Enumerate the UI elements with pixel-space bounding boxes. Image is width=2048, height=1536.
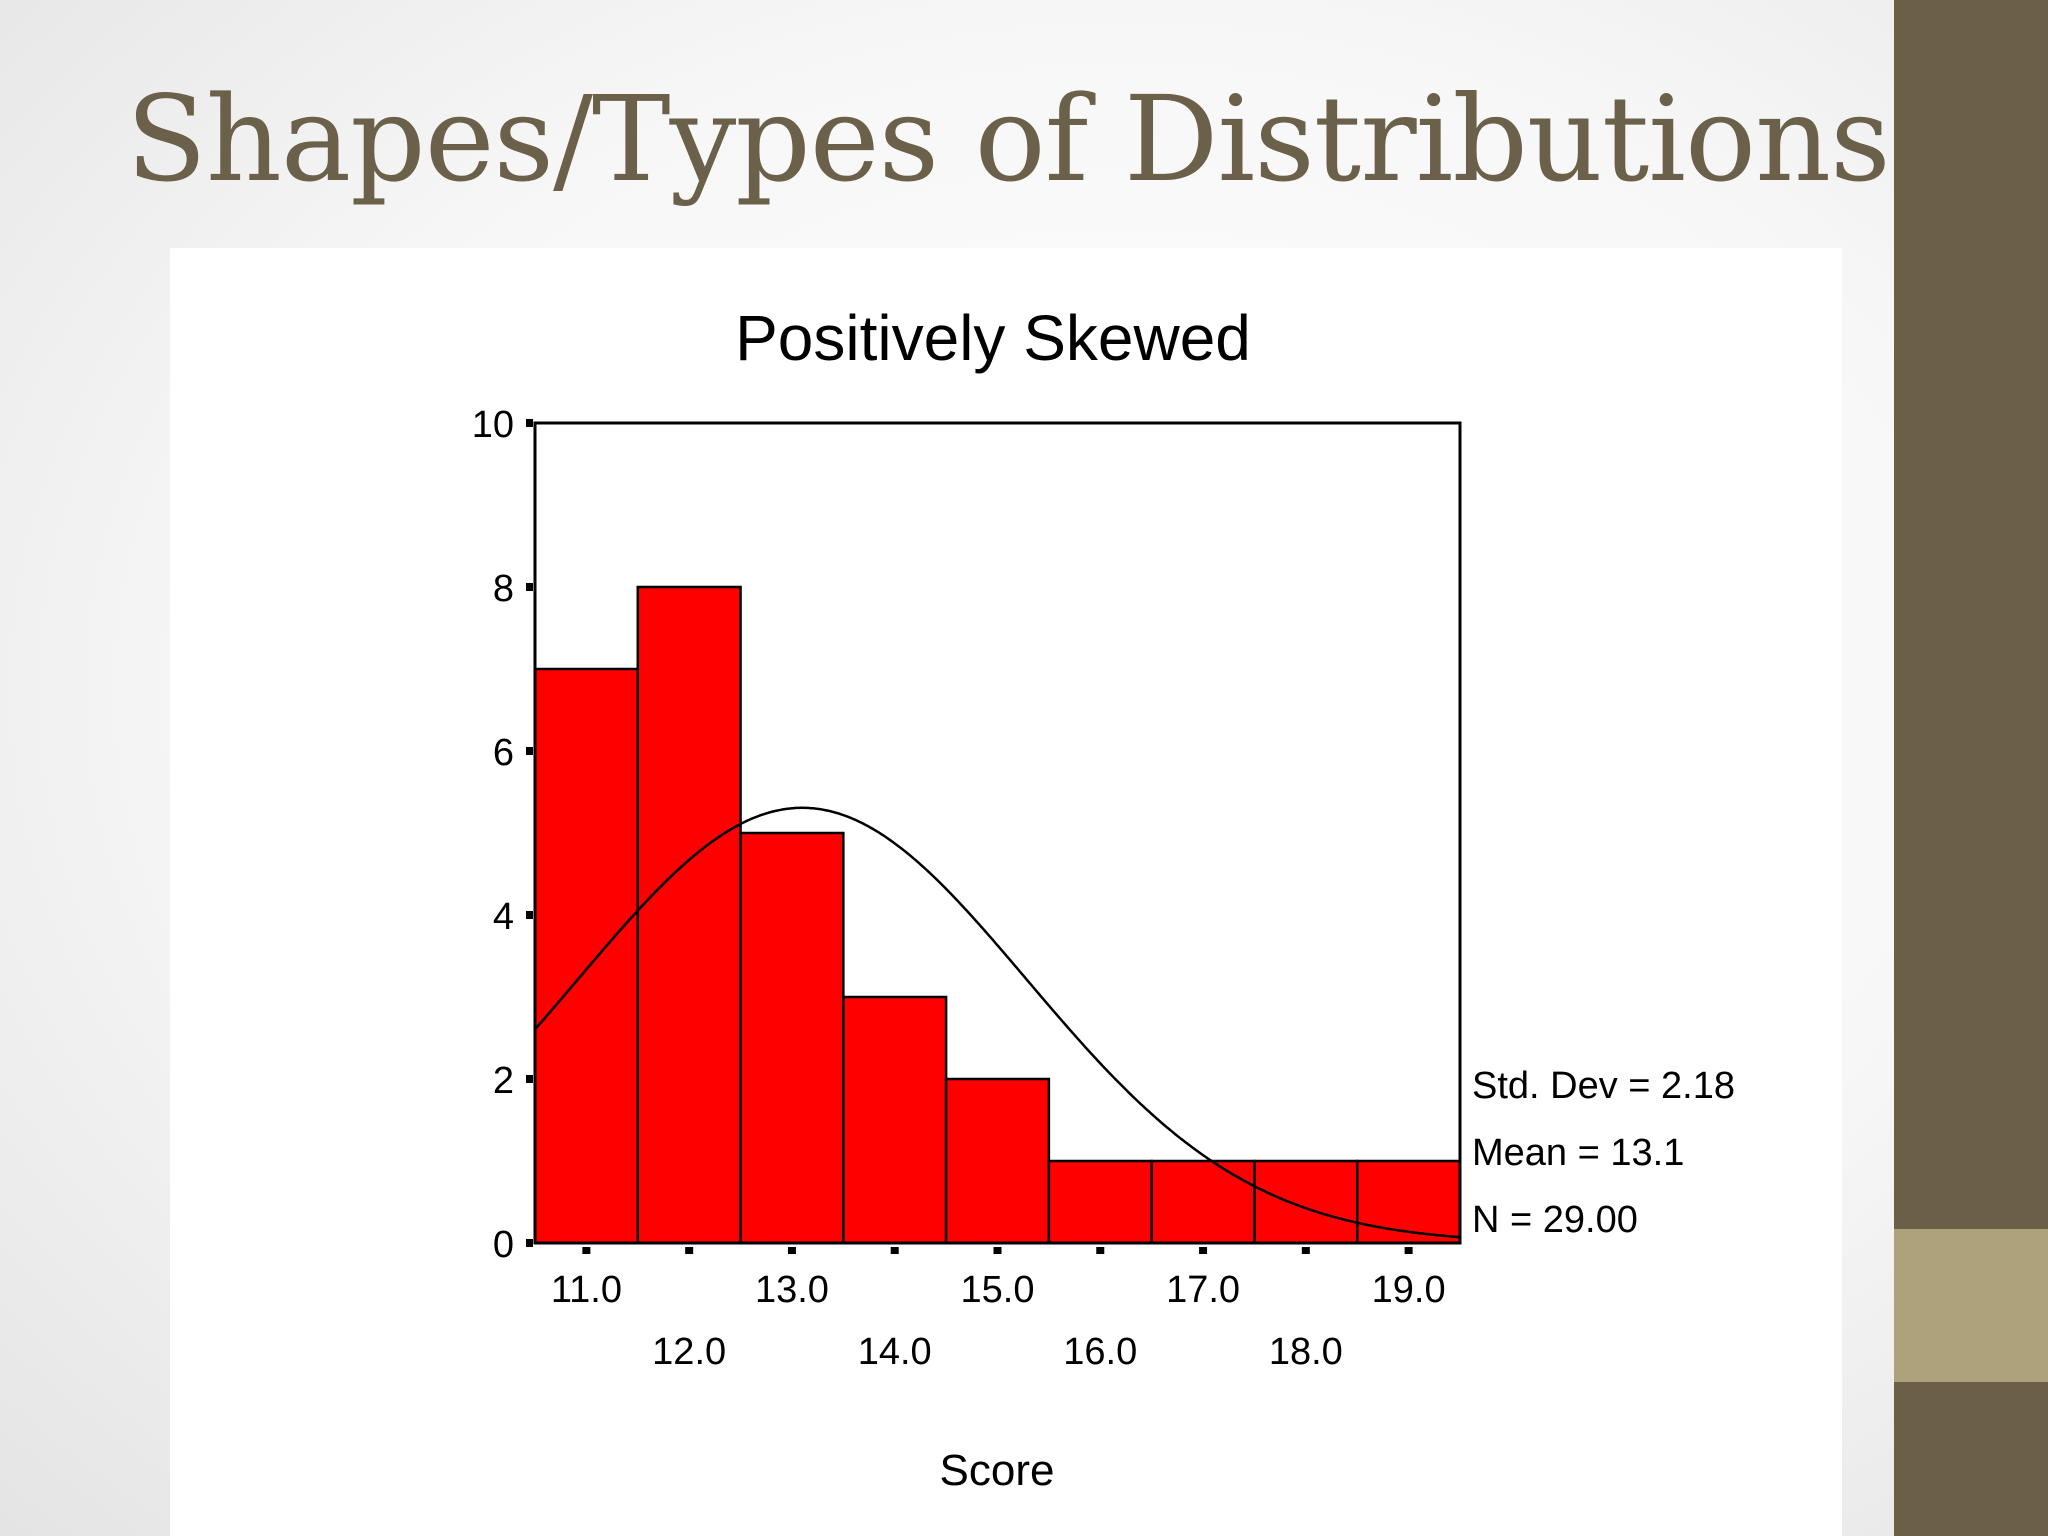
x-tick-label: 11.0 [551, 1269, 622, 1311]
y-tick [526, 583, 533, 591]
chart-panel [170, 248, 1842, 1536]
x-tick [582, 1247, 591, 1254]
histogram-bar [842, 995, 948, 1245]
x-tick [1404, 1247, 1413, 1254]
x-tick [993, 1247, 1002, 1254]
histogram-bar [1150, 1159, 1256, 1245]
normal-curve [534, 806, 1460, 1239]
y-tick [526, 1075, 533, 1083]
x-tick-label: 16.0 [1063, 1331, 1137, 1373]
x-tick-label: 12.0 [652, 1331, 726, 1373]
y-tick [526, 1239, 533, 1247]
histogram-bar [533, 667, 640, 1245]
x-tick-label: 15.0 [961, 1269, 1035, 1311]
slide-title: Shapes/Types of Distributions [126, 70, 1891, 208]
histogram-bar [944, 1077, 1051, 1245]
x-tick [1301, 1247, 1310, 1254]
histogram-bar [636, 585, 742, 1245]
sidebar-accent-block [1894, 1229, 2048, 1382]
x-tick-label: 13.0 [755, 1269, 829, 1311]
stat-mean: Mean = 13.1 [1472, 1132, 1684, 1174]
x-tick [787, 1247, 796, 1254]
x-tick [890, 1247, 899, 1254]
histogram-bar [1253, 1159, 1359, 1245]
y-tick [526, 747, 533, 755]
stat-n: N = 29.00 [1472, 1199, 1638, 1241]
y-axis: 0 2 4 6 8 10 [472, 404, 533, 1266]
histogram-bar [1047, 1159, 1153, 1245]
bars-layer [533, 585, 1462, 1245]
x-axis-label: Score [940, 1446, 1055, 1495]
x-tick [685, 1247, 694, 1254]
y-tick-label: 0 [493, 1224, 514, 1266]
x-tick-label: 19.0 [1372, 1269, 1446, 1311]
histogram-bar [1355, 1159, 1462, 1245]
y-tick-label: 6 [493, 732, 514, 774]
y-tick-label: 10 [472, 404, 514, 446]
y-tick-label: 8 [493, 568, 514, 610]
x-axis: 11.0 12.0 13.0 14.0 15.0 16.0 17.0 18.0 19.0 [551, 1247, 1446, 1373]
chart-title: Positively Skewed [735, 302, 1251, 374]
y-tick [526, 911, 533, 919]
x-tick [1096, 1247, 1105, 1254]
x-tick [1199, 1247, 1208, 1254]
y-tick-label: 4 [493, 896, 514, 938]
x-tick-label: 14.0 [858, 1331, 932, 1373]
x-tick-label: 17.0 [1166, 1269, 1240, 1311]
histogram-bar [739, 831, 845, 1245]
y-tick-label: 2 [493, 1060, 514, 1102]
stat-std-dev: Std. Dev = 2.18 [1472, 1065, 1735, 1107]
y-tick [526, 419, 533, 427]
plot-frame [533, 421, 1462, 1245]
x-tick-label: 18.0 [1269, 1331, 1343, 1373]
